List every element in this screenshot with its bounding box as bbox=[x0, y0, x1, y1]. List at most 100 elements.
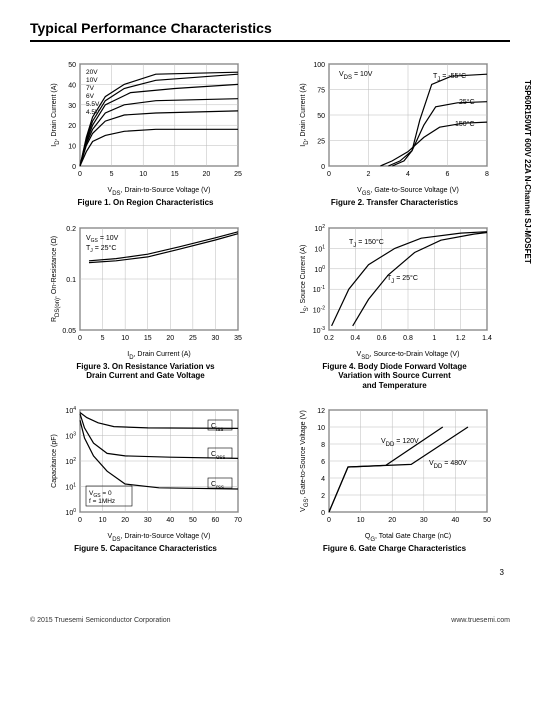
svg-text:10: 10 bbox=[139, 171, 147, 178]
figure-5: 010203040506070100101102103104VDS, Drain… bbox=[30, 402, 261, 554]
svg-text:25: 25 bbox=[188, 335, 196, 342]
svg-text:0.6: 0.6 bbox=[376, 335, 386, 342]
figure-1: 051015202501020304050VDS, Drain-to-Sourc… bbox=[30, 56, 261, 208]
svg-text:Capacitance (pF): Capacitance (pF) bbox=[51, 435, 58, 489]
svg-text:5.5V: 5.5V bbox=[86, 101, 100, 108]
svg-text:QG, Total Gate Charge (nC): QG, Total Gate Charge (nC) bbox=[364, 533, 450, 542]
svg-text:1.2: 1.2 bbox=[455, 335, 465, 342]
svg-text:6V: 6V bbox=[86, 93, 95, 100]
svg-text:10V: 10V bbox=[86, 77, 98, 84]
svg-text:50: 50 bbox=[68, 62, 76, 69]
figure-6: 01020304050024681012QG, Total Gate Charg… bbox=[279, 402, 510, 554]
svg-text:104: 104 bbox=[65, 406, 76, 415]
svg-text:0.05: 0.05 bbox=[62, 328, 76, 335]
svg-text:0.1: 0.1 bbox=[66, 277, 76, 284]
svg-text:40: 40 bbox=[68, 82, 76, 89]
svg-text:Crss: Crss bbox=[211, 481, 224, 491]
svg-text:35: 35 bbox=[234, 335, 242, 342]
svg-text:Ciss: Ciss bbox=[211, 423, 223, 433]
svg-text:40: 40 bbox=[166, 517, 174, 524]
chart: 0.20.40.60.811.21.410-310-210-1100101102… bbox=[295, 220, 495, 360]
svg-text:6: 6 bbox=[445, 171, 449, 178]
svg-text:Coss: Coss bbox=[211, 451, 225, 461]
svg-text:25°C: 25°C bbox=[459, 98, 475, 106]
svg-text:150°C: 150°C bbox=[455, 120, 475, 128]
chart: 051015202530350.050.10.2VGS = 10VTJ = 25… bbox=[46, 220, 246, 360]
svg-text:6: 6 bbox=[321, 459, 325, 466]
svg-text:15: 15 bbox=[143, 335, 151, 342]
svg-text:30: 30 bbox=[419, 517, 427, 524]
svg-text:103: 103 bbox=[65, 432, 76, 441]
svg-text:10: 10 bbox=[121, 335, 129, 342]
svg-text:10-2: 10-2 bbox=[312, 305, 324, 314]
svg-text:ID, Drain Current (A): ID, Drain Current (A) bbox=[127, 351, 190, 360]
svg-text:20V: 20V bbox=[86, 69, 98, 76]
svg-text:20: 20 bbox=[121, 517, 129, 524]
svg-text:10: 10 bbox=[356, 517, 364, 524]
svg-text:TJ = 150°C: TJ = 150°C bbox=[349, 238, 384, 249]
svg-text:8: 8 bbox=[485, 171, 489, 178]
svg-text:100: 100 bbox=[314, 264, 325, 273]
svg-text:12: 12 bbox=[317, 408, 325, 415]
svg-text:5: 5 bbox=[100, 335, 104, 342]
chart: 024680255075100VGS, Gate-to-Source Volta… bbox=[295, 56, 495, 196]
svg-text:7V: 7V bbox=[86, 85, 95, 92]
svg-text:60: 60 bbox=[211, 517, 219, 524]
figure-3: 051015202530350.050.10.2VGS = 10VTJ = 25… bbox=[30, 220, 261, 391]
page-number: 3 bbox=[30, 568, 510, 577]
svg-text:4: 4 bbox=[321, 476, 325, 483]
svg-text:0: 0 bbox=[321, 164, 325, 171]
svg-text:20: 20 bbox=[166, 335, 174, 342]
svg-text:50: 50 bbox=[188, 517, 196, 524]
svg-text:70: 70 bbox=[234, 517, 242, 524]
svg-text:TJ = 25°C: TJ = 25°C bbox=[387, 274, 418, 285]
svg-text:20: 20 bbox=[202, 171, 210, 178]
svg-text:8: 8 bbox=[321, 442, 325, 449]
svg-text:0: 0 bbox=[327, 517, 331, 524]
figure-2: 024680255075100VGS, Gate-to-Source Volta… bbox=[279, 56, 510, 208]
svg-text:15: 15 bbox=[170, 171, 178, 178]
svg-text:25: 25 bbox=[234, 171, 242, 178]
svg-text:5: 5 bbox=[109, 171, 113, 178]
svg-text:0: 0 bbox=[327, 171, 331, 178]
page-title: Typical Performance Characteristics bbox=[30, 20, 510, 36]
svg-text:RDS(on), On-Resistance (Ω): RDS(on), On-Resistance (Ω) bbox=[51, 236, 61, 322]
svg-text:ID, Drain Current (A): ID, Drain Current (A) bbox=[51, 83, 61, 146]
svg-text:101: 101 bbox=[65, 483, 76, 492]
svg-text:102: 102 bbox=[65, 457, 76, 466]
svg-text:VSD, Source-to-Drain Voltage (: VSD, Source-to-Drain Voltage (V) bbox=[356, 351, 459, 360]
svg-text:40: 40 bbox=[451, 517, 459, 524]
svg-text:IS, Source Current (A): IS, Source Current (A) bbox=[300, 244, 310, 313]
svg-text:4: 4 bbox=[406, 171, 410, 178]
svg-text:0: 0 bbox=[78, 517, 82, 524]
svg-text:0.2: 0.2 bbox=[66, 226, 76, 233]
svg-text:10: 10 bbox=[317, 425, 325, 432]
chart: 051015202501020304050VDS, Drain-to-Sourc… bbox=[46, 56, 246, 196]
svg-text:25: 25 bbox=[317, 139, 325, 146]
svg-text:0.4: 0.4 bbox=[350, 335, 360, 342]
svg-text:100: 100 bbox=[313, 62, 325, 69]
svg-text:TJ = -55°C: TJ = -55°C bbox=[433, 72, 466, 83]
svg-text:f = 1MHz: f = 1MHz bbox=[89, 498, 115, 505]
svg-text:0: 0 bbox=[78, 335, 82, 342]
svg-text:102: 102 bbox=[314, 224, 325, 233]
svg-text:2: 2 bbox=[321, 493, 325, 500]
svg-text:2: 2 bbox=[366, 171, 370, 178]
side-label: TSP60R150WT 600V 22A N-Channel SJ-MOSFET bbox=[523, 80, 532, 264]
svg-text:0.8: 0.8 bbox=[403, 335, 413, 342]
svg-text:1.4: 1.4 bbox=[482, 335, 492, 342]
svg-text:10-3: 10-3 bbox=[312, 326, 324, 335]
svg-text:75: 75 bbox=[317, 88, 325, 95]
svg-text:VDS = 10V: VDS = 10V bbox=[339, 71, 373, 81]
figure-4: 0.20.40.60.811.21.410-310-210-1100101102… bbox=[279, 220, 510, 391]
svg-text:10: 10 bbox=[98, 517, 106, 524]
svg-text:20: 20 bbox=[68, 123, 76, 130]
chart: 01020304050024681012QG, Total Gate Charg… bbox=[295, 402, 495, 542]
svg-text:ID, Drain Current (A): ID, Drain Current (A) bbox=[300, 83, 310, 146]
svg-text:30: 30 bbox=[211, 335, 219, 342]
svg-text:100: 100 bbox=[65, 508, 76, 517]
svg-text:0: 0 bbox=[78, 171, 82, 178]
svg-text:20: 20 bbox=[388, 517, 396, 524]
svg-text:101: 101 bbox=[314, 244, 325, 253]
svg-text:1: 1 bbox=[432, 335, 436, 342]
